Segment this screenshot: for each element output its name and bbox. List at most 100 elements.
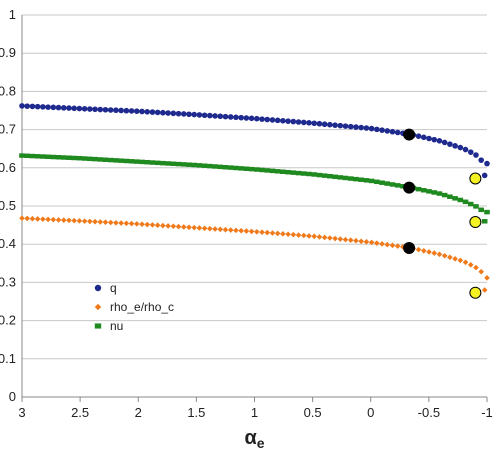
data-point bbox=[160, 160, 166, 166]
data-point bbox=[420, 134, 427, 141]
data-point bbox=[149, 160, 156, 165]
legend-marker bbox=[94, 323, 102, 329]
data-point bbox=[248, 228, 255, 235]
data-point bbox=[327, 235, 333, 241]
data-point bbox=[217, 226, 224, 233]
data-point bbox=[60, 217, 67, 223]
data-point bbox=[447, 254, 453, 261]
data-point bbox=[175, 223, 182, 230]
data-point bbox=[431, 190, 438, 195]
data-point bbox=[149, 222, 156, 228]
data-point bbox=[40, 216, 46, 222]
series-q bbox=[19, 103, 490, 179]
y-tick-label: 0.1 bbox=[0, 351, 16, 366]
data-point bbox=[347, 123, 354, 130]
data-point bbox=[285, 231, 291, 238]
data-point bbox=[374, 179, 380, 185]
data-point bbox=[467, 262, 474, 268]
data-point bbox=[19, 153, 25, 158]
data-point bbox=[139, 159, 145, 165]
data-point bbox=[457, 197, 464, 203]
data-point bbox=[233, 165, 239, 171]
data-point bbox=[243, 115, 250, 121]
data-point bbox=[139, 221, 145, 228]
data-point bbox=[92, 156, 98, 162]
data-point bbox=[196, 112, 203, 118]
data-point bbox=[441, 252, 448, 259]
data-point bbox=[379, 180, 385, 185]
data-point bbox=[113, 107, 119, 114]
data-point bbox=[196, 225, 203, 231]
data-point bbox=[40, 154, 46, 159]
data-point bbox=[139, 108, 145, 115]
data-point bbox=[170, 223, 177, 230]
data-point bbox=[394, 129, 401, 136]
data-point bbox=[389, 128, 396, 135]
data-point bbox=[332, 235, 338, 242]
y-tick-label: 0.7 bbox=[0, 122, 16, 137]
y-tick-label: 0.4 bbox=[0, 236, 16, 251]
data-point bbox=[66, 155, 72, 160]
data-point bbox=[201, 112, 208, 119]
data-point bbox=[34, 216, 41, 222]
data-point bbox=[374, 126, 380, 133]
data-point bbox=[102, 106, 109, 113]
data-point bbox=[447, 141, 453, 147]
data-point bbox=[233, 227, 239, 234]
data-point bbox=[306, 171, 312, 177]
data-point bbox=[160, 109, 166, 116]
data-point bbox=[473, 152, 479, 158]
data-point bbox=[186, 162, 192, 167]
data-point bbox=[154, 109, 161, 116]
data-point bbox=[327, 173, 333, 179]
data-point bbox=[473, 204, 479, 209]
data-point bbox=[295, 232, 302, 238]
data-point bbox=[19, 103, 25, 109]
x-tick-labels: 3 2.5 2 1.5 1 0.5 0 -0.5 -1 bbox=[18, 397, 493, 420]
data-point bbox=[321, 173, 328, 178]
data-point bbox=[368, 239, 375, 246]
data-point bbox=[269, 117, 276, 123]
data-point bbox=[426, 189, 432, 194]
data-point bbox=[180, 224, 187, 230]
data-point bbox=[40, 104, 46, 110]
highlight-point-black bbox=[403, 181, 416, 194]
data-point bbox=[259, 116, 265, 122]
y-tick-label: 0.6 bbox=[0, 160, 16, 175]
data-point bbox=[55, 217, 62, 223]
data-point bbox=[24, 153, 31, 159]
legend: q rho_e/rho_cnu bbox=[94, 281, 174, 333]
data-point bbox=[34, 154, 41, 159]
data-point bbox=[19, 215, 25, 222]
data-point bbox=[165, 223, 171, 229]
data-point bbox=[97, 106, 104, 113]
data-point bbox=[353, 124, 359, 130]
data-point bbox=[436, 138, 443, 144]
data-point bbox=[207, 112, 213, 119]
data-point bbox=[358, 238, 364, 245]
series-rho-e-rho-c bbox=[19, 215, 490, 293]
data-point bbox=[353, 176, 359, 182]
data-point bbox=[24, 103, 31, 109]
data-point bbox=[389, 242, 396, 249]
data-point bbox=[478, 207, 484, 213]
data-point bbox=[227, 165, 234, 170]
data-point bbox=[290, 231, 297, 238]
data-point bbox=[128, 159, 135, 164]
data-point bbox=[342, 175, 349, 181]
data-point bbox=[481, 172, 488, 179]
data-point bbox=[144, 221, 151, 228]
data-point bbox=[238, 227, 244, 234]
data-point bbox=[66, 217, 72, 224]
data-point bbox=[191, 224, 197, 231]
data-point bbox=[337, 236, 344, 242]
data-point bbox=[45, 104, 51, 110]
data-point bbox=[269, 168, 276, 174]
data-point bbox=[201, 163, 208, 168]
data-point bbox=[481, 219, 488, 224]
data-point bbox=[133, 221, 140, 227]
data-point bbox=[81, 105, 88, 112]
data-point bbox=[311, 172, 318, 177]
data-point bbox=[379, 127, 385, 133]
data-point bbox=[97, 219, 104, 225]
